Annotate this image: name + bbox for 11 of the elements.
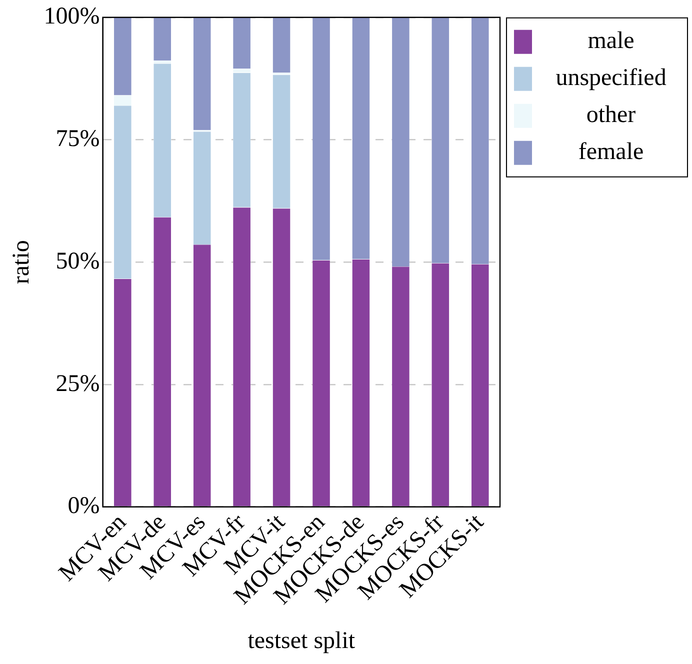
- y-tick-label: 50%: [56, 248, 100, 274]
- y-tick-label: 75%: [56, 126, 100, 152]
- y-tick-label: 25%: [56, 370, 100, 397]
- y-tick-label: 0%: [68, 493, 100, 520]
- legend-label: other: [586, 102, 636, 128]
- x-axis-title: testset split: [248, 628, 356, 654]
- legend-label: female: [578, 139, 644, 166]
- y-axis-title: ratio: [8, 240, 35, 284]
- legend-label: male: [588, 28, 634, 54]
- y-tick-label: 100%: [44, 4, 100, 30]
- legend-label: unspecified: [556, 65, 666, 92]
